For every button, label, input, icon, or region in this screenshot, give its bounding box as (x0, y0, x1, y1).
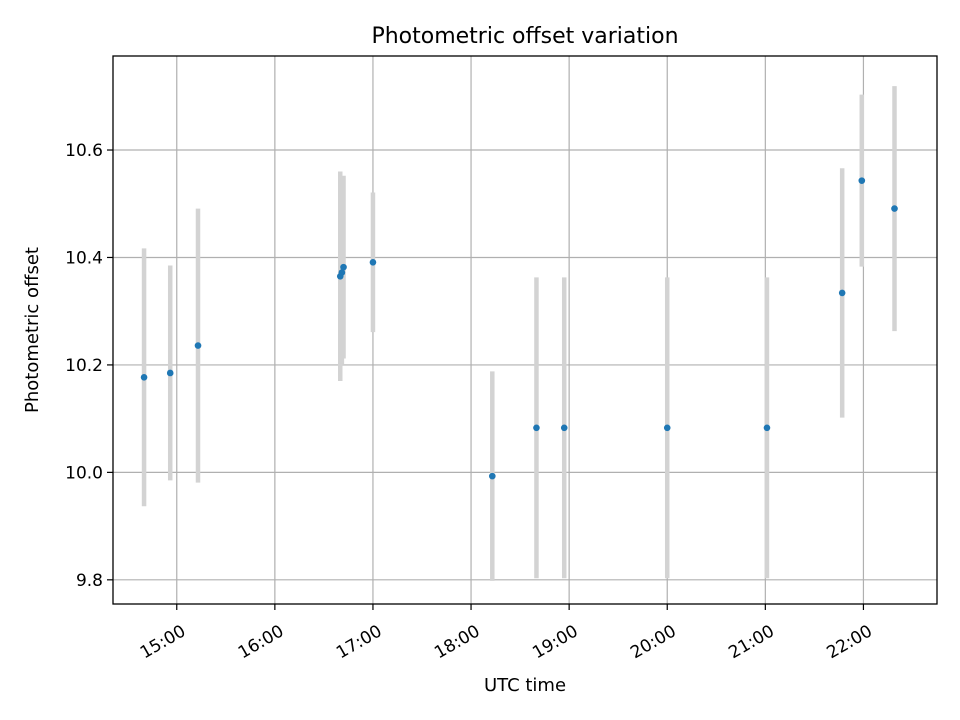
point-layer (140, 177, 898, 480)
data-point (560, 424, 568, 432)
grid-layer (113, 56, 937, 604)
x-tick-label: 21:00 (725, 621, 777, 663)
data-point (489, 472, 496, 480)
data-point (533, 424, 540, 432)
x-tick-label: 18:00 (431, 621, 483, 663)
data-point (140, 373, 148, 381)
data-point (663, 424, 671, 432)
y-tick-label: 10.0 (65, 463, 103, 483)
y-tick-label: 9.8 (76, 571, 103, 591)
x-tick-label: 19:00 (529, 621, 581, 663)
data-point (838, 289, 846, 297)
y-tick-label: 10.2 (65, 356, 103, 376)
x-tick-label: 20:00 (627, 621, 679, 663)
y-axis-label: Photometric offset (22, 247, 43, 413)
y-tick-label: 10.4 (65, 248, 103, 268)
data-point (891, 205, 898, 212)
chart-title: Photometric offset variation (371, 24, 678, 49)
x-tick-label: 17:00 (333, 621, 385, 663)
data-point (166, 369, 174, 377)
x-tick-label: 15:00 (137, 621, 189, 663)
data-point (338, 269, 346, 276)
y-axis: 9.8 10.0 10.2 10.4 10.6 (65, 141, 113, 591)
data-point (194, 342, 202, 349)
x-tick-label: 22:00 (823, 621, 875, 663)
errorbar-layer (141, 86, 897, 581)
x-tick-label: 16:00 (235, 621, 287, 663)
data-point (340, 263, 347, 271)
data-point (858, 177, 866, 184)
plot-frame (112, 55, 938, 605)
data-point (369, 259, 377, 266)
x-axis: 15:00 16:00 17:00 18:00 19:00 20:00 21:00 22:00 (137, 604, 876, 663)
y-tick-label: 10.6 (65, 141, 103, 161)
data-point (763, 424, 771, 432)
x-axis-label: UTC time (484, 675, 566, 696)
